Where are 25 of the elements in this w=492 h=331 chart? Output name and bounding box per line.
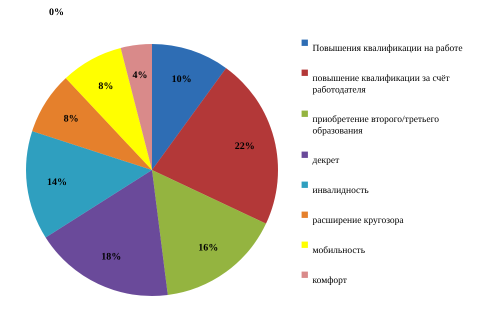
data-label: 8% bbox=[64, 114, 79, 125]
pie-slice bbox=[26, 131, 152, 238]
legend-label: комфорт bbox=[312, 276, 348, 286]
legend-label: расширение кругозора bbox=[312, 216, 404, 226]
data-label: 14% bbox=[46, 177, 67, 188]
legend-label: мобильность bbox=[312, 246, 366, 256]
legend-label: приобретение второго/третьего образования bbox=[312, 114, 440, 136]
legend-label: декрет bbox=[312, 156, 340, 166]
pie-slice bbox=[152, 170, 266, 296]
pie-slice bbox=[32, 78, 152, 170]
text: 0% bbox=[49, 7, 64, 18]
data-label: 16% bbox=[198, 242, 218, 254]
legend-label: повышение квалификации за счёт работодателя bbox=[312, 74, 451, 96]
pie-slice bbox=[152, 44, 226, 170]
pie-slice bbox=[152, 68, 278, 224]
data-label: 18% bbox=[101, 252, 122, 263]
data-label: 8% bbox=[98, 81, 114, 92]
pie-slice bbox=[120, 44, 152, 170]
data-label: 4% bbox=[132, 70, 148, 81]
legend-label: инвалидность bbox=[312, 186, 370, 196]
pie-slice bbox=[46, 170, 168, 296]
data-label: 10% bbox=[172, 74, 192, 85]
legend-label: Повышения квалификации на работе bbox=[312, 44, 463, 54]
data-label: 22% bbox=[234, 141, 255, 152]
pie-slice bbox=[66, 48, 152, 170]
